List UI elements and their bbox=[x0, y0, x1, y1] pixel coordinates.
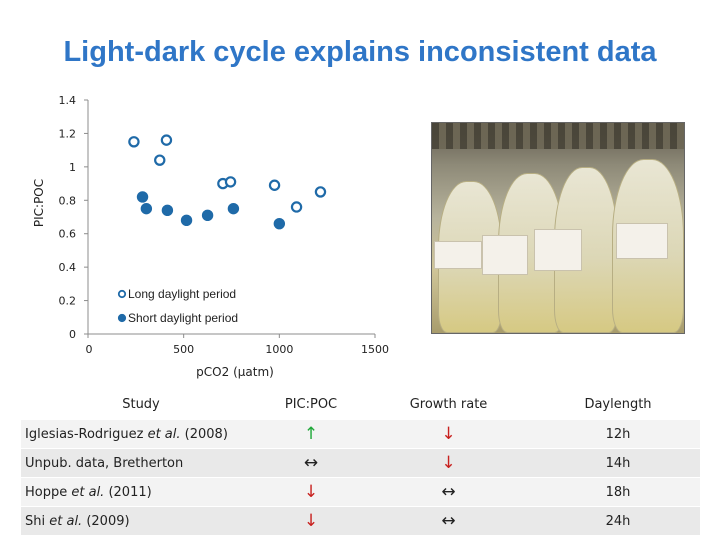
y-tick-labels: 0 0.2 0.4 0.6 0.8 1 1.2 1.4 bbox=[59, 94, 77, 341]
study-name: Iglesias-Rodriguez bbox=[25, 426, 148, 442]
short-daylight-point bbox=[180, 214, 193, 227]
header-pic-poc: PIC:POC bbox=[284, 396, 338, 412]
pic-poc-cell: ↔ bbox=[261, 448, 361, 478]
arrow-up-icon: ↑ bbox=[303, 424, 319, 444]
arrow-both-icon: ↔ bbox=[441, 511, 456, 531]
x-tick-labels: 0 500 1000 1500 bbox=[86, 343, 390, 356]
long-daylight-point bbox=[154, 154, 166, 166]
arrow-down-icon: ↓ bbox=[303, 482, 319, 502]
table-header-row: Study PIC:POC Growth rate Daylength bbox=[21, 389, 700, 420]
daylength-cell: 24h bbox=[536, 506, 700, 535]
daylength-cell: 18h bbox=[536, 477, 700, 507]
long-daylight-point bbox=[268, 179, 281, 191]
table-row: Unpub. data, Bretherton ↔ ↓ 14h bbox=[21, 448, 700, 478]
table-row: Iglesias-Rodriguez et al. (2008) ↑ ↓ 12h bbox=[21, 419, 700, 449]
long-daylight-point bbox=[128, 136, 140, 148]
study-et-al: et al. bbox=[49, 513, 83, 529]
short-daylight-point bbox=[136, 191, 149, 203]
short-daylight-point bbox=[140, 202, 153, 215]
x-axis-label: pCO2 (µatm) bbox=[196, 365, 274, 379]
growth-rate-cell: ↓ bbox=[361, 419, 536, 449]
y-tick-label: 1.2 bbox=[59, 127, 77, 140]
slide-title: Light-dark cycle explains inconsistent d… bbox=[63, 36, 657, 68]
study-et-al: et al. bbox=[71, 484, 105, 500]
x-tick-label: 500 bbox=[173, 343, 194, 356]
study-name: Hoppe bbox=[25, 484, 72, 500]
legend-marker bbox=[117, 313, 127, 323]
data-points bbox=[128, 134, 327, 230]
table-row: Shi et al. (2009) ↓ ↔ 24h bbox=[21, 506, 700, 535]
growth-rate-cell: ↔ bbox=[361, 477, 536, 507]
arrow-both-icon: ↔ bbox=[441, 482, 456, 502]
y-tick-label: 0.6 bbox=[59, 228, 77, 241]
study-cell: Shi et al. (2009) bbox=[21, 506, 261, 535]
arrow-down-icon: ↓ bbox=[441, 453, 456, 473]
study-year: (2011) bbox=[104, 484, 152, 500]
study-year: (2009) bbox=[82, 513, 130, 529]
x-tick-label: 0 bbox=[86, 343, 93, 356]
scatter-chart: 0 0.2 0.4 0.6 0.8 1 1.2 1.4 0 500 1000 1500 Long d… bbox=[32, 94, 390, 379]
y-tick-label: 1 bbox=[69, 161, 76, 174]
study-name: Unpub. data, Bretherton bbox=[25, 455, 184, 471]
legend-label: Short daylight period bbox=[128, 311, 238, 325]
y-tick-label: 0.8 bbox=[59, 194, 77, 207]
legend-label: Long daylight period bbox=[128, 287, 236, 301]
long-daylight-point bbox=[290, 201, 303, 213]
growth-rate-cell: ↔ bbox=[361, 506, 536, 535]
arrow-down-icon: ↓ bbox=[441, 424, 456, 444]
long-daylight-point bbox=[314, 186, 327, 198]
study-comparison-table: Study PIC:POC Growth rate Daylength Igle… bbox=[21, 389, 700, 535]
y-tick-label: 0 bbox=[69, 328, 76, 341]
header-growth-rate: Growth rate bbox=[409, 396, 488, 412]
culture-flasks-photo bbox=[431, 122, 685, 334]
study-name: Shi bbox=[25, 513, 50, 529]
growth-rate-cell: ↓ bbox=[361, 448, 536, 478]
short-daylight-point bbox=[161, 204, 174, 217]
y-axis-label: PIC:POC bbox=[32, 179, 46, 227]
chart-legend: Long daylight period Short daylight perio… bbox=[117, 287, 238, 325]
pic-poc-cell: ↓ bbox=[261, 477, 361, 507]
daylength-cell: 12h bbox=[536, 419, 700, 449]
arrow-both-icon: ↔ bbox=[303, 453, 319, 473]
short-daylight-point bbox=[227, 202, 240, 215]
study-cell: Hoppe et al. (2011) bbox=[21, 477, 261, 507]
header-daylength: Daylength bbox=[584, 396, 652, 412]
y-tick-label: 0.4 bbox=[59, 261, 77, 274]
daylength-cell: 14h bbox=[536, 448, 700, 478]
y-tick-label: 1.4 bbox=[59, 94, 77, 107]
arrow-down-icon: ↓ bbox=[303, 511, 319, 531]
x-tick-label: 1000 bbox=[265, 343, 293, 356]
table-row: Hoppe et al. (2011) ↓ ↔ 18h bbox=[21, 477, 700, 507]
short-daylight-point bbox=[273, 217, 286, 230]
pic-poc-cell: ↓ bbox=[261, 506, 361, 535]
study-cell: Unpub. data, Bretherton bbox=[21, 448, 261, 478]
pic-poc-cell: ↑ bbox=[261, 419, 361, 449]
x-tick-label: 1500 bbox=[361, 343, 389, 356]
long-daylight-point bbox=[160, 134, 173, 146]
long-daylight-point bbox=[224, 176, 237, 188]
chart-axes bbox=[84, 99, 376, 338]
study-year: (2008) bbox=[180, 426, 228, 442]
study-cell: Iglesias-Rodriguez et al. (2008) bbox=[21, 419, 261, 449]
y-tick-label: 0.2 bbox=[59, 295, 77, 308]
header-study: Study bbox=[122, 396, 160, 412]
study-et-al: et al. bbox=[147, 426, 181, 442]
short-daylight-point bbox=[201, 209, 214, 222]
legend-marker bbox=[117, 289, 127, 299]
